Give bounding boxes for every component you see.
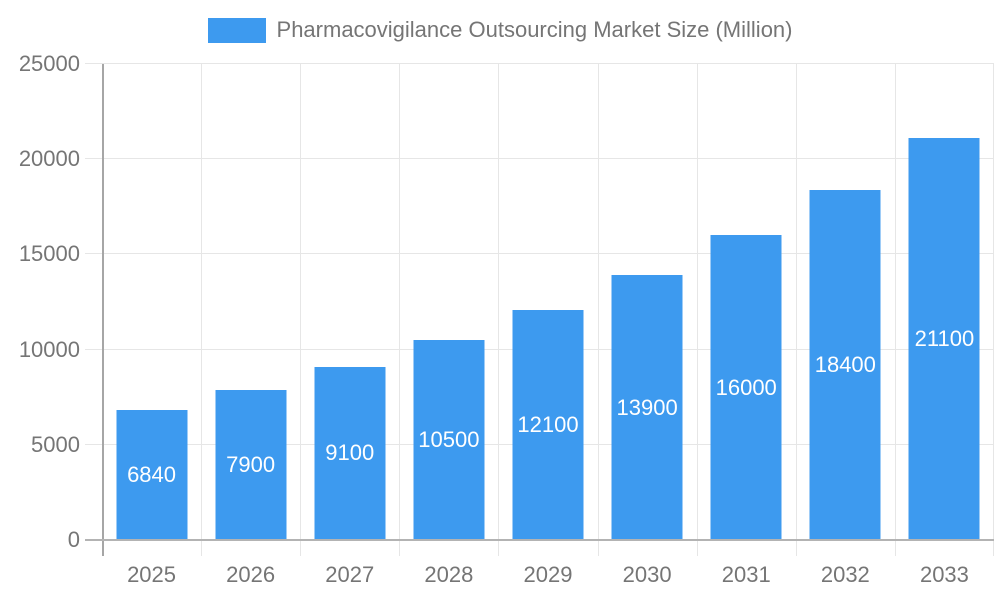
legend-swatch — [207, 17, 266, 43]
bar-value-label: 9100 — [325, 440, 375, 466]
bar-band-2026: 7900 — [201, 64, 300, 540]
bar-value-label: 21100 — [914, 326, 975, 352]
gridline-x-9 — [993, 64, 994, 556]
y-tick-label-0: 0 — [67, 527, 80, 552]
x-tick-label-2025: 2025 — [127, 562, 177, 587]
bar-2029: 12100 — [512, 309, 584, 540]
y-tick-label-20000: 20000 — [18, 146, 80, 172]
x-tick-label-2030: 2030 — [622, 562, 672, 587]
y-tick-label-15000: 15000 — [18, 241, 80, 267]
gridline-x-1 — [201, 64, 203, 556]
chart-title: Pharmacovigilance Outsourcing Market Siz… — [276, 17, 793, 42]
bar-band-2025: 6840 — [102, 64, 201, 540]
bar-2030: 13900 — [611, 275, 683, 540]
bar-value-label: 12100 — [517, 411, 579, 437]
plot-area: 6840 7900 9100 10500 12100 13900 16000 18400 211… — [85, 63, 994, 556]
x-tick-label-2032: 2032 — [820, 562, 870, 587]
gridline-x-4 — [498, 64, 500, 556]
y-axis-line — [102, 64, 104, 556]
bar-value-label: 10500 — [418, 427, 480, 453]
gridline-y-25000 — [85, 63, 994, 64]
x-tick-label-2027: 2027 — [325, 562, 375, 587]
bar-band-2031: 16000 — [697, 64, 796, 540]
bar-2027: 9100 — [314, 366, 386, 540]
y-tick-label-10000: 10000 — [18, 336, 80, 362]
bar-value-label: 7900 — [226, 451, 276, 477]
bar-band-2029: 12100 — [498, 64, 597, 540]
bar-value-label: 18400 — [814, 351, 876, 377]
gridline-x-5 — [597, 64, 599, 556]
bar-band-2033: 21100 — [895, 64, 994, 540]
gridline-y-20000 — [85, 158, 994, 160]
bar-2026: 7900 — [215, 389, 287, 540]
x-tick-label-2029: 2029 — [523, 562, 573, 587]
gridline-x-6 — [696, 64, 698, 556]
y-tick-label-5000: 5000 — [31, 431, 80, 457]
x-axis-line — [85, 539, 994, 541]
bar-band-2027: 9100 — [300, 64, 399, 540]
bar-value-label: 13900 — [616, 394, 678, 420]
x-tick-label-2031: 2031 — [721, 562, 771, 587]
x-tick-label-2026: 2026 — [226, 562, 276, 587]
legend: Pharmacovigilance Outsourcing Market Siz… — [0, 17, 1000, 43]
bar-2025: 6840 — [116, 409, 188, 540]
gridline-x-8 — [894, 64, 896, 556]
bar-band-2032: 18400 — [796, 64, 895, 540]
bar-2031: 16000 — [710, 235, 782, 540]
bar-band-2028: 10500 — [399, 64, 498, 540]
bar-value-label: 16000 — [715, 374, 777, 400]
bar-value-label: 6840 — [127, 461, 177, 487]
bar-band-2030: 13900 — [598, 64, 697, 540]
bar-2028: 10500 — [413, 340, 485, 540]
gridline-x-3 — [399, 64, 401, 556]
y-tick-label-25000: 25000 — [18, 51, 80, 76]
gridline-x-7 — [795, 64, 797, 556]
x-tick-label-2033: 2033 — [919, 562, 969, 587]
gridline-y-15000 — [85, 253, 994, 255]
bar-2032: 18400 — [809, 189, 881, 540]
bar-2033: 21100 — [908, 138, 980, 540]
x-tick-label-2028: 2028 — [424, 562, 474, 587]
gridline-x-2 — [300, 64, 302, 556]
